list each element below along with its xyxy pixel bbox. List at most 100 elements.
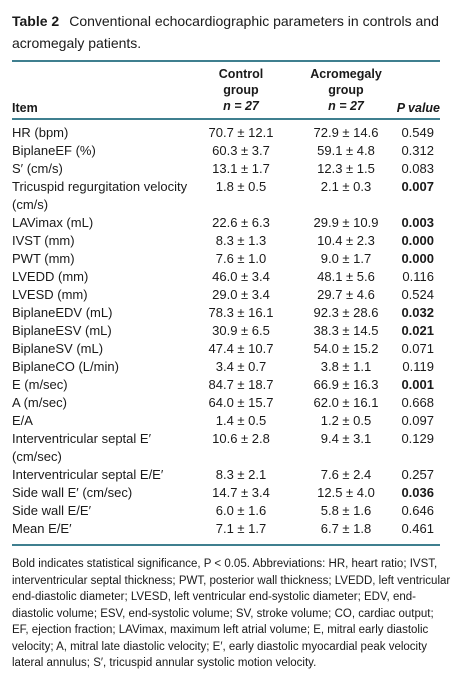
acromegaly-value: 29.7 ± 4.6	[317, 287, 375, 302]
row-item-label: Interventricular septal E′ (cm/sec)	[12, 431, 152, 464]
acromegaly-value: 3.8 ± 1.1	[320, 359, 372, 374]
acromegaly-value: 2.1 ± 0.3	[320, 179, 372, 194]
p-value: 0.119	[402, 359, 434, 374]
table-body: HR (bpm) 70.7 ± 12.1 72.9 ± 14.6 0.549 Bipla…	[0, 124, 459, 538]
row-item-label: BiplaneEDV (mL)	[12, 305, 113, 320]
control-value: 29.0 ± 3.4	[212, 287, 270, 302]
acromegaly-value: 62.0 ± 16.1	[313, 395, 379, 410]
table-row: LAVimax (mL) 22.6 ± 6.3 29.9 ± 10.9 0.003	[0, 214, 459, 232]
table-row: E/A 1.4 ± 0.5 1.2 ± 0.5 0.097	[0, 412, 459, 430]
table-row: Side wall E/E′ 6.0 ± 1.6 5.8 ± 1.6 0.646	[0, 502, 459, 520]
control-value: 14.7 ± 3.4	[212, 485, 270, 500]
header-rule	[12, 118, 440, 120]
acromegaly-value: 5.8 ± 1.6	[320, 503, 372, 518]
acromegaly-header-line2: group	[328, 83, 364, 97]
control-value: 7.6 ± 1.0	[215, 251, 267, 266]
row-item-label: LAVimax (mL)	[12, 215, 94, 230]
table-row: Tricuspid regurgitation velocity (cm/s) 1…	[0, 178, 459, 214]
bottom-rule	[12, 544, 440, 546]
table-row: Interventricular septal E′ (cm/sec) 10.6 …	[0, 430, 459, 466]
p-value: 0.668	[401, 395, 434, 410]
p-value: 0.003	[401, 215, 434, 230]
row-item-label: A (m/sec)	[12, 395, 67, 410]
acromegaly-value: 12.3 ± 1.5	[317, 161, 375, 176]
table-row: E (m/sec) 84.7 ± 18.7 66.9 ± 16.3 0.001	[0, 376, 459, 394]
row-item-label: Tricuspid regurgitation velocity (cm/s)	[12, 179, 188, 212]
p-value: 0.000	[401, 251, 434, 266]
control-value: 70.7 ± 12.1	[208, 125, 274, 140]
table-title: Conventional echocardiographic parameter…	[12, 13, 439, 51]
acromegaly-value: 9.0 ± 1.7	[320, 251, 372, 266]
p-value: 0.129	[401, 431, 434, 446]
p-value: 0.646	[401, 503, 434, 518]
acromegaly-value: 10.4 ± 2.3	[317, 233, 375, 248]
control-value: 13.1 ± 1.7	[212, 161, 270, 176]
table-row: LVESD (mm) 29.0 ± 3.4 29.7 ± 4.6 0.524	[0, 286, 459, 304]
acromegaly-value: 1.2 ± 0.5	[320, 413, 372, 428]
p-value: 0.312	[401, 143, 434, 158]
p-value: 0.116	[402, 269, 434, 284]
acromegaly-value: 29.9 ± 10.9	[313, 215, 379, 230]
table-row: Interventricular septal E/E′ 8.3 ± 2.1 7.6…	[0, 466, 459, 484]
p-value: 0.001	[401, 377, 434, 392]
acromegaly-value: 6.7 ± 1.8	[320, 521, 372, 536]
top-rule	[12, 60, 440, 62]
row-item-label: Interventricular septal E/E′	[12, 467, 164, 482]
control-header-line1: Control	[218, 67, 264, 81]
acromegaly-value: 12.5 ± 4.0	[317, 485, 375, 500]
p-value: 0.257	[401, 467, 434, 482]
table-footnote: Bold indicates statistical significance,…	[12, 558, 451, 669]
row-item-label: Mean E/E′	[12, 521, 72, 536]
p-value: 0.461	[401, 521, 434, 536]
table-label: Table 2	[12, 13, 60, 29]
table-caption: Table 2 Conventional echocardiographic pa…	[12, 10, 452, 54]
p-value: 0.083	[401, 161, 434, 176]
table-row: BiplaneEDV (mL) 78.3 ± 16.1 92.3 ± 28.6 0.0…	[0, 304, 459, 322]
table-row: Side wall E′ (cm/sec) 14.7 ± 3.4 12.5 ± 4.…	[0, 484, 459, 502]
item-header: Item	[12, 101, 38, 115]
control-value: 60.3 ± 3.7	[212, 143, 270, 158]
table-row: A (m/sec) 64.0 ± 15.7 62.0 ± 16.1 0.668	[0, 394, 459, 412]
table-row: BiplaneSV (mL) 47.4 ± 10.7 54.0 ± 15.2 0.07…	[0, 340, 459, 358]
p-value: 0.007	[401, 179, 434, 194]
acromegaly-header-n: n = 27	[328, 99, 364, 113]
control-value: 8.3 ± 2.1	[215, 467, 267, 482]
table-row: Mean E/E′ 7.1 ± 1.7 6.7 ± 1.8 0.461	[0, 520, 459, 538]
row-item-label: E/A	[12, 413, 33, 428]
row-item-label: Side wall E′ (cm/sec)	[12, 485, 133, 500]
acromegaly-value: 9.4 ± 3.1	[320, 431, 372, 446]
p-value: 0.071	[401, 341, 434, 356]
control-value: 3.4 ± 0.7	[215, 359, 267, 374]
p-value: 0.549	[401, 125, 434, 140]
control-value: 7.1 ± 1.7	[215, 521, 267, 536]
table-row: BiplaneCO (L/min) 3.4 ± 0.7 3.8 ± 1.1 0.119	[0, 358, 459, 376]
control-header-n: n = 27	[223, 99, 259, 113]
control-group-header: Control group n = 27	[190, 66, 292, 114]
control-value: 10.6 ± 2.8	[212, 431, 270, 446]
table-row: LVEDD (mm) 46.0 ± 3.4 48.1 ± 5.6 0.116	[0, 268, 459, 286]
acromegaly-group-header: Acromegaly group n = 27	[292, 66, 400, 114]
control-value: 1.4 ± 0.5	[215, 413, 267, 428]
table-row: IVST (mm) 8.3 ± 1.3 10.4 ± 2.3 0.000	[0, 232, 459, 250]
row-item-label: LVEDD (mm)	[12, 269, 89, 284]
control-value: 1.8 ± 0.5	[215, 179, 267, 194]
row-item-label: PWT (mm)	[12, 251, 75, 266]
row-item-label: BiplaneSV (mL)	[12, 341, 104, 356]
control-value: 46.0 ± 3.4	[212, 269, 270, 284]
p-value: 0.000	[401, 233, 434, 248]
p-value: 0.021	[401, 323, 434, 338]
acromegaly-value: 54.0 ± 15.2	[313, 341, 379, 356]
control-value: 6.0 ± 1.6	[215, 503, 267, 518]
row-item-label: S′ (cm/s)	[12, 161, 63, 176]
p-value: 0.524	[401, 287, 434, 302]
row-item-label: IVST (mm)	[12, 233, 75, 248]
control-value: 78.3 ± 16.1	[208, 305, 274, 320]
control-value: 22.6 ± 6.3	[212, 215, 270, 230]
acromegaly-value: 66.9 ± 16.3	[313, 377, 379, 392]
acromegaly-header-line1: Acromegaly	[310, 67, 382, 81]
control-header-line2: group	[223, 83, 259, 97]
table-row: PWT (mm) 7.6 ± 1.0 9.0 ± 1.7 0.000	[0, 250, 459, 268]
acromegaly-value: 7.6 ± 2.4	[320, 467, 372, 482]
table-row: HR (bpm) 70.7 ± 12.1 72.9 ± 14.6 0.549	[0, 124, 459, 142]
